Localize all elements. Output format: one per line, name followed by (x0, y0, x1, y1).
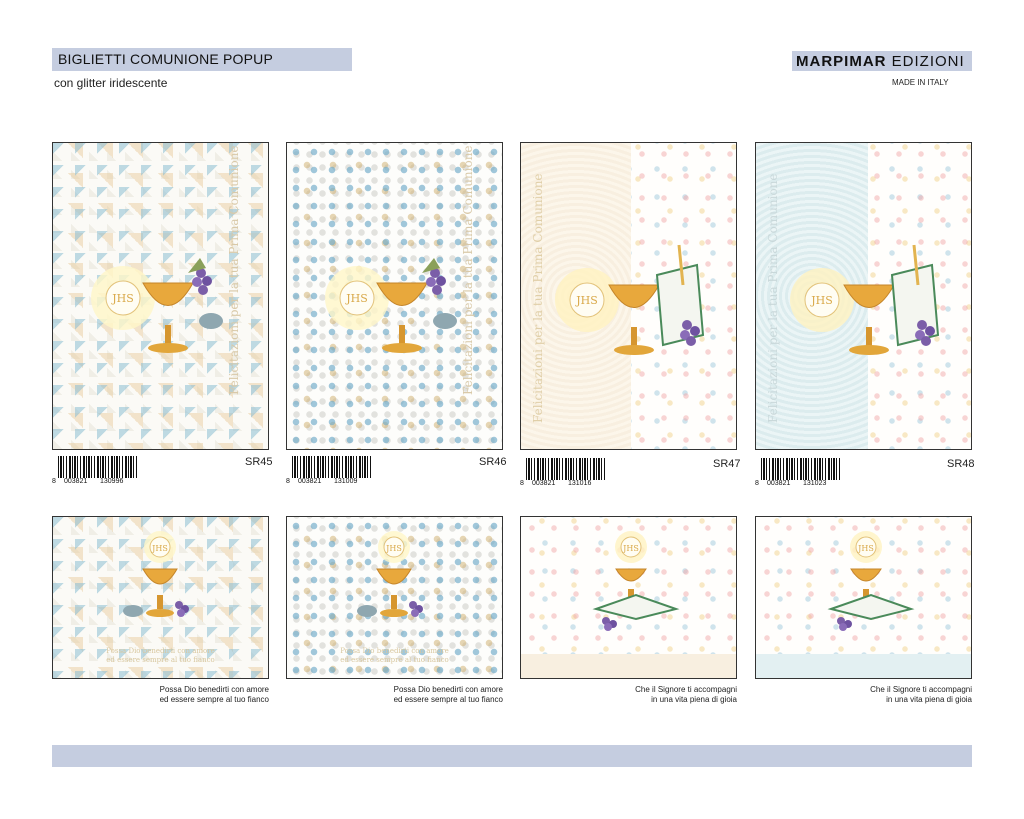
caption-line-2: in una vita piena di gioia (651, 695, 737, 704)
barcode-digit-end: 130996 (100, 478, 124, 485)
chalice-illustration: JHS (555, 244, 705, 355)
chalice-illustration: JHS (827, 531, 915, 631)
caption-line-1: Possa Dio benedirti con amore (393, 685, 503, 694)
card-cover-sr46: JHS Felicitazioni per la tua Prima Comun… (286, 142, 503, 450)
barcode-digit-end: 131023 (803, 480, 827, 487)
cover-greeting-text: Felicitazioni per la tua Prima Comunione (461, 145, 475, 395)
barcode-sr45: 8 003821 130996 (52, 456, 142, 490)
barcode-digit-prefix: 8 (755, 480, 759, 487)
barcode-digit-end: 131016 (568, 480, 592, 487)
chalice-illustration: JHS (592, 531, 680, 631)
sku-label: SR45 (245, 456, 273, 468)
barcode-sr48: 8 003821 131023 (755, 458, 845, 492)
inside-verse-line-2: ed essere sempre al tuo fianco (340, 656, 449, 664)
lace-band (756, 654, 971, 678)
caption-line-1: Che il Signore ti accompagni (635, 685, 737, 694)
card-inside-sr48: JHS (755, 516, 972, 679)
brand-name-bold: MARPIMAR (796, 53, 887, 70)
chalice-illustration: JHS (123, 531, 189, 617)
card-cover-sr45: JHS Felicitazioni per la tua Prima Comun… (52, 142, 269, 450)
chalice-illustration: JHS (357, 531, 423, 617)
cover-greeting-text: Felicitazioni per la tua Prima Comunione (227, 145, 241, 395)
chalice-illustration: JHS (91, 258, 223, 353)
barcode-digit-mid: 003821 (298, 478, 322, 485)
svg-text:JHS: JHS (151, 544, 168, 553)
barcode-bars (761, 458, 841, 480)
catalog-title: BIGLIETTI COMUNIONE POPUP (52, 48, 352, 71)
card-inside-sr47: JHS (520, 516, 737, 679)
card-inside-sr46: JHS Possa Dio benedirti con amore ed ess… (286, 516, 503, 679)
svg-text:JHS: JHS (345, 292, 368, 305)
barcode-bars (526, 458, 606, 480)
svg-text:JHS: JHS (111, 292, 134, 305)
lace-band (521, 654, 736, 678)
barcode-digit-prefix: 8 (286, 478, 290, 485)
svg-text:JHS: JHS (810, 294, 833, 307)
inside-caption: Possa Dio benedirti con amore ed essere … (286, 685, 503, 705)
barcode-sr47: 8 003821 131016 (520, 458, 610, 492)
caption-line-1: Che il Signore ti accompagni (870, 685, 972, 694)
barcode-digit-mid: 003821 (532, 480, 556, 487)
inside-verse-line-1: Possa Dio benedirti con amore (340, 647, 449, 655)
inside-caption: Che il Signore ti accompagni in una vita… (755, 685, 972, 705)
barcode-bars (292, 456, 372, 478)
chalice-illustration: JHS (790, 244, 940, 355)
barcode-digit-mid: 003821 (64, 478, 88, 485)
card-inside-sr45: JHS Possa Dio benedirti con amore ed ess… (52, 516, 269, 679)
barcode-digit-end: 131009 (334, 478, 358, 485)
brand-logo: MARPIMAR EDIZIONI (792, 51, 972, 71)
cover-greeting-text: Felicitazioni per la tua Prima Comunione (531, 173, 545, 423)
sku-label: SR48 (947, 458, 975, 470)
barcode-digit-mid: 003821 (767, 480, 791, 487)
footer-bar (52, 745, 972, 767)
chalice-illustration: JHS (325, 258, 457, 353)
barcode-digit-prefix: 8 (52, 478, 56, 485)
barcode-sr46: 8 003821 131009 (286, 456, 376, 490)
brand-name-light: EDIZIONI (891, 53, 965, 70)
caption-line-1: Possa Dio benedirti con amore (159, 685, 269, 694)
sku-label: SR47 (713, 458, 741, 470)
catalog-subtitle: con glitter iridescente (54, 76, 168, 90)
svg-text:JHS: JHS (622, 544, 639, 553)
barcode-bars (58, 456, 138, 478)
caption-line-2: ed essere sempre al tuo fianco (159, 695, 269, 704)
sku-label: SR46 (479, 456, 507, 468)
caption-line-2: in una vita piena di gioia (886, 695, 972, 704)
barcode-digit-prefix: 8 (520, 480, 524, 487)
card-cover-sr47: Felicitazioni per la tua Prima Comunione… (520, 142, 737, 450)
inside-caption: Possa Dio benedirti con amore ed essere … (52, 685, 269, 705)
svg-text:JHS: JHS (575, 294, 598, 307)
caption-line-2: ed essere sempre al tuo fianco (393, 695, 503, 704)
made-in-label: MADE IN ITALY (892, 78, 949, 87)
card-cover-sr48: Felicitazioni per la tua Prima Comunione… (755, 142, 972, 450)
inside-verse-line-1: Possa Dio benedirti con amore (106, 647, 215, 655)
inside-verse-line-2: ed essere sempre al tuo fianco (106, 656, 215, 664)
svg-text:JHS: JHS (857, 544, 874, 553)
cover-greeting-text: Felicitazioni per la tua Prima Comunione (766, 173, 780, 423)
svg-text:JHS: JHS (385, 544, 402, 553)
inside-caption: Che il Signore ti accompagni in una vita… (520, 685, 737, 705)
